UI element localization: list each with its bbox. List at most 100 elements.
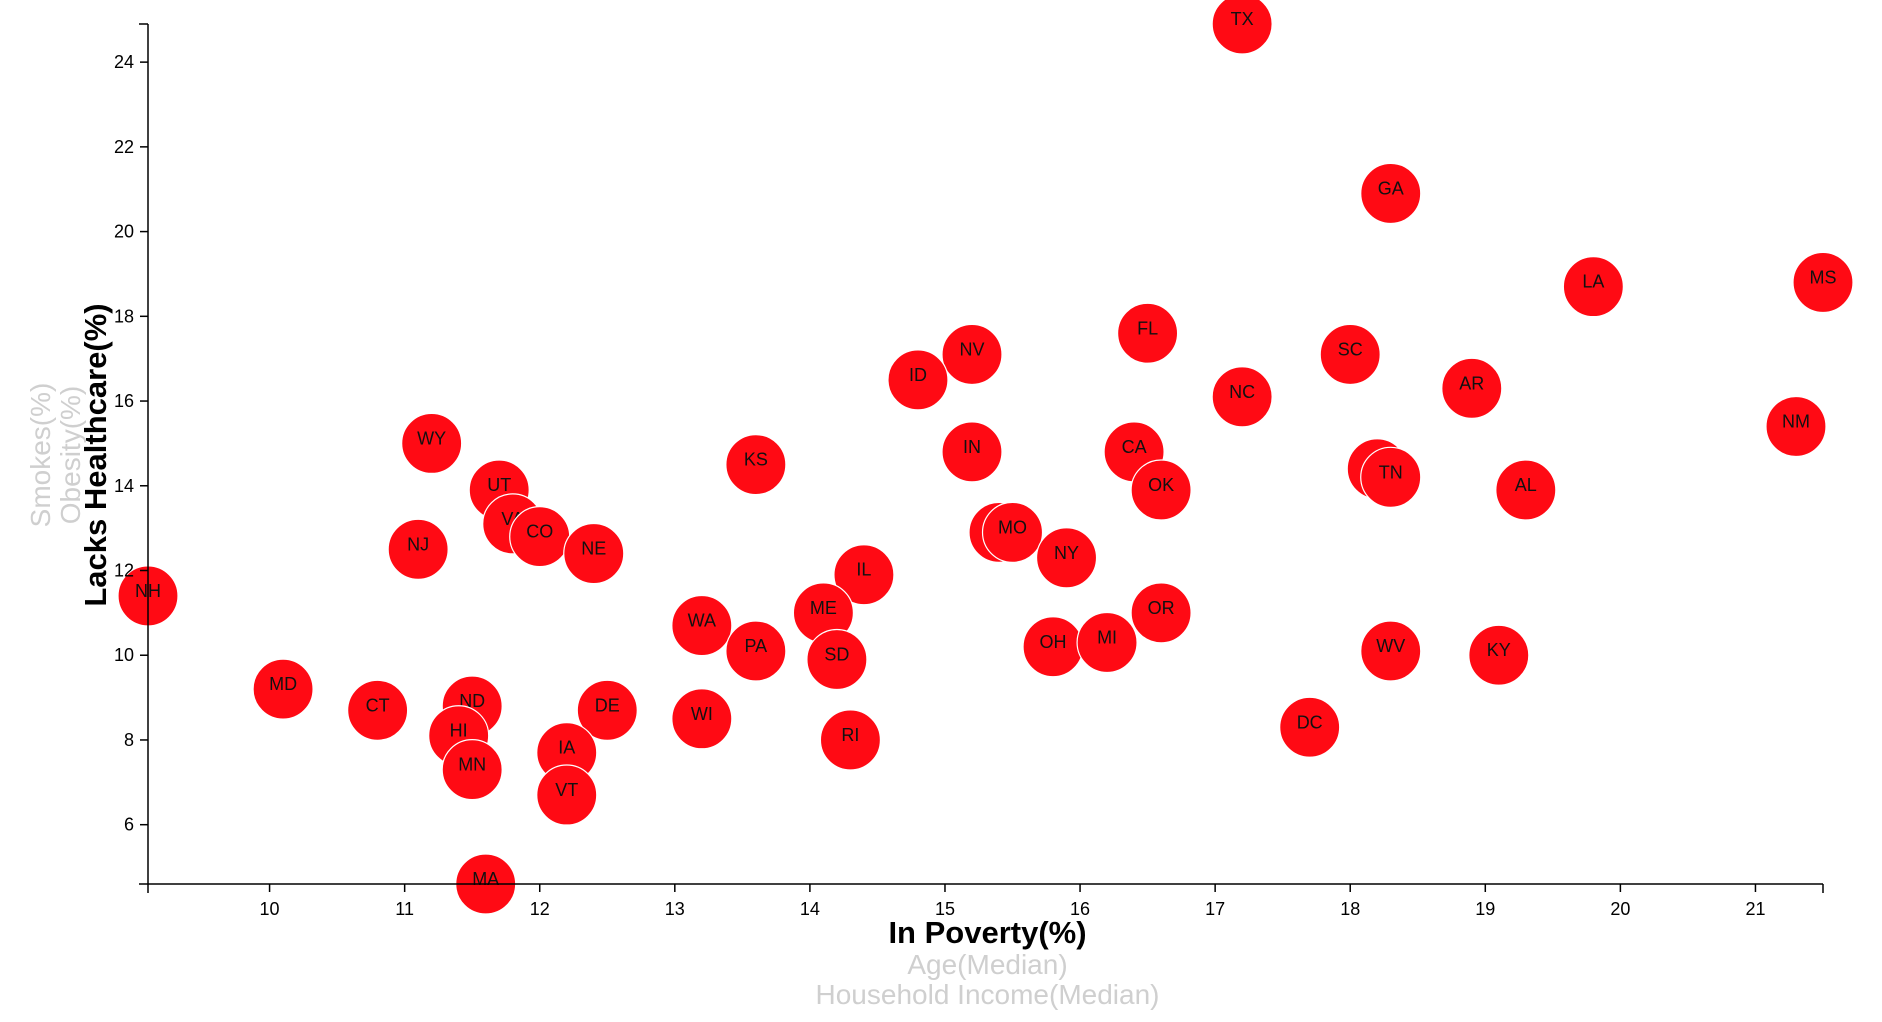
bubble-circle[interactable] — [387, 518, 449, 580]
y-tick-label: 22 — [114, 137, 134, 157]
state-bubble-ok[interactable]: OK — [1130, 459, 1192, 521]
x-tick-label: 16 — [1070, 899, 1090, 919]
x-tick-label: 17 — [1205, 899, 1225, 919]
x-tick-label: 11 — [395, 899, 414, 919]
state-bubble-pa[interactable]: PA — [725, 620, 787, 682]
state-bubble-in[interactable]: IN — [941, 421, 1003, 483]
state-bubble-dc[interactable]: DC — [1279, 696, 1341, 758]
state-bubble-wa[interactable]: WA — [671, 594, 733, 657]
bubble-circle[interactable] — [1360, 620, 1422, 682]
state-bubble-nc[interactable]: NC — [1211, 366, 1273, 428]
state-bubble-wy[interactable]: WY — [401, 412, 463, 475]
bubble-circle[interactable] — [981, 501, 1044, 563]
y-tick-label: 20 — [114, 222, 134, 242]
state-bubble-ga[interactable]: GA — [1360, 162, 1422, 225]
state-bubble-ny[interactable]: NY — [1035, 527, 1098, 589]
state-bubble-mo[interactable]: MO — [981, 501, 1044, 563]
bubble-circle[interactable] — [1360, 446, 1422, 508]
x-tick-label: 10 — [260, 899, 280, 919]
bubble-circle[interactable] — [441, 739, 503, 801]
bubble-circle[interactable] — [1116, 302, 1179, 364]
y-tick-label: 24 — [114, 52, 134, 72]
state-bubble-la[interactable]: LA — [1562, 256, 1624, 318]
x-axis: 10 11 12 13 14 15 16 17 18 19 20 21 — [147, 883, 1824, 919]
bubble-circle[interactable] — [1765, 395, 1827, 458]
bubble-circle[interactable] — [1441, 357, 1503, 419]
bubble-circle[interactable] — [671, 688, 733, 750]
x-tick-label: 20 — [1610, 899, 1630, 919]
bubble-circle[interactable] — [1076, 611, 1138, 674]
y-axis-title-healthcare[interactable]: Lacks Healthcare(%) — [78, 303, 113, 606]
state-bubble-ky[interactable]: KY — [1468, 624, 1530, 686]
state-bubble-tx[interactable]: TX — [1211, 0, 1273, 55]
state-bubble-ar[interactable]: AR — [1441, 357, 1503, 419]
y-tick-label: 8 — [124, 730, 134, 750]
state-bubble-tn[interactable]: TN — [1360, 446, 1422, 508]
bubble-circle[interactable] — [252, 658, 314, 720]
bubble-circle[interactable] — [1792, 251, 1854, 314]
y-axis-title-option[interactable]: Smokes(%) — [25, 383, 56, 528]
y-axis-title-option[interactable]: Obesity(%) — [55, 386, 86, 524]
bubble-circle[interactable] — [833, 544, 895, 606]
bubble-circle[interactable] — [887, 349, 949, 411]
bubble-circle[interactable] — [1562, 256, 1624, 318]
bubble-circle[interactable] — [509, 506, 571, 568]
bubble-circle[interactable] — [725, 620, 787, 682]
state-bubble-fl[interactable]: FL — [1116, 302, 1179, 364]
bubble-circle[interactable] — [725, 433, 787, 496]
bubble-circle[interactable] — [819, 709, 882, 771]
bubble-circle[interactable] — [1035, 527, 1098, 589]
state-bubble-id[interactable]: ID — [887, 349, 949, 411]
y-tick-label: 6 — [124, 815, 134, 835]
state-bubble-ne[interactable]: NE — [563, 522, 625, 585]
state-bubble-vt[interactable]: VT — [536, 764, 598, 826]
bubble-circle[interactable] — [1130, 459, 1192, 521]
y-tick-label: 10 — [114, 645, 134, 665]
y-tick-label: 18 — [114, 306, 134, 326]
bubble-circle[interactable] — [941, 323, 1003, 386]
state-bubble-mi[interactable]: MI — [1076, 611, 1138, 674]
x-tick-label: 12 — [530, 899, 550, 919]
bubble-circle[interactable] — [563, 522, 625, 585]
state-bubble-ks[interactable]: KS — [725, 433, 787, 496]
state-bubble-sd[interactable]: SD — [806, 628, 868, 691]
bubble-circle[interactable] — [671, 594, 733, 657]
y-tick-label: 12 — [114, 561, 134, 581]
bubble-circle[interactable] — [1279, 696, 1341, 758]
state-bubble-wv[interactable]: WV — [1360, 620, 1422, 682]
bubble-circle[interactable] — [1468, 624, 1530, 686]
x-axis-title-poverty[interactable]: In Poverty(%) — [888, 915, 1086, 950]
bubble-circle[interactable] — [1495, 459, 1557, 521]
state-bubble-nv[interactable]: NV — [941, 323, 1003, 386]
x-axis-titles: In Poverty(%)Age(Median)Household Income… — [816, 915, 1160, 1010]
bubble-circle[interactable] — [1130, 582, 1192, 644]
bubble-circle[interactable] — [536, 764, 598, 826]
bubble-circle[interactable] — [806, 628, 868, 691]
state-bubble-nm[interactable]: NM — [1765, 395, 1827, 458]
state-bubble-or[interactable]: OR — [1130, 582, 1192, 644]
state-bubble-md[interactable]: MD — [252, 658, 314, 720]
bubble-circle[interactable] — [1319, 323, 1381, 386]
bubble-circle[interactable] — [1211, 366, 1273, 428]
state-bubble-ms[interactable]: MS — [1792, 251, 1854, 314]
bubble-circle[interactable] — [1360, 162, 1422, 225]
state-bubble-al[interactable]: AL — [1495, 459, 1557, 521]
x-axis-title-option[interactable]: Age(Median) — [907, 949, 1067, 980]
bubble-circle[interactable] — [1022, 616, 1084, 678]
x-axis-title-option[interactable]: Household Income(Median) — [816, 979, 1160, 1010]
state-bubble-mn[interactable]: MN — [441, 739, 503, 801]
state-bubble-nj[interactable]: NJ — [387, 518, 449, 580]
bubble-circle[interactable] — [941, 421, 1003, 483]
bubble-circle[interactable] — [576, 679, 638, 741]
state-bubble-sc[interactable]: SC — [1319, 323, 1381, 386]
state-bubble-ri[interactable]: RI — [819, 709, 882, 771]
state-bubble-ct[interactable]: CT — [347, 679, 409, 741]
x-tick-label: 21 — [1745, 899, 1765, 919]
state-bubble-oh[interactable]: OH — [1022, 616, 1084, 678]
state-bubble-wi[interactable]: WI — [671, 688, 733, 750]
bubble-circle[interactable] — [401, 412, 463, 475]
bubble-circle[interactable] — [347, 679, 409, 741]
bubble-circle[interactable] — [1211, 0, 1273, 55]
state-bubble-co[interactable]: CO — [509, 506, 571, 568]
